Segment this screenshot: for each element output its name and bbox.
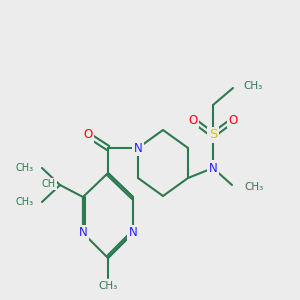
Text: CH₃: CH₃ [244, 182, 263, 192]
Text: O: O [188, 113, 198, 127]
Text: CH₃: CH₃ [16, 163, 34, 173]
Text: O: O [83, 128, 93, 142]
Text: CH₃: CH₃ [16, 197, 34, 207]
Text: O: O [228, 113, 238, 127]
Text: N: N [79, 226, 87, 239]
Text: N: N [208, 161, 217, 175]
Text: CH: CH [42, 179, 56, 189]
Text: CH₃: CH₃ [98, 281, 118, 291]
Text: CH₃: CH₃ [243, 81, 262, 91]
Text: S: S [209, 128, 217, 142]
Text: N: N [129, 226, 137, 239]
Text: N: N [134, 142, 142, 154]
